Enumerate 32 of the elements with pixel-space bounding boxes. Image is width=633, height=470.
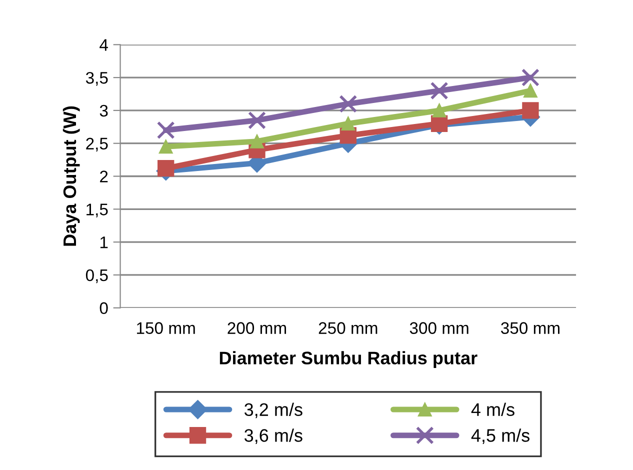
y-tick-label: 0,5 bbox=[86, 269, 108, 284]
point bbox=[522, 102, 539, 119]
point bbox=[432, 104, 446, 118]
point bbox=[430, 82, 448, 100]
point bbox=[248, 111, 266, 130]
y-tick-label: 0 bbox=[100, 302, 108, 314]
x-tick-label: 300 mm bbox=[410, 322, 468, 334]
point bbox=[250, 134, 264, 148]
x-tick-label: 150 mm bbox=[137, 322, 195, 334]
point bbox=[521, 68, 540, 87]
point bbox=[339, 94, 358, 113]
y-tick-label: 3,5 bbox=[86, 72, 108, 86]
legend-label: 3,6 m/s bbox=[244, 428, 302, 444]
y-tick-label: 1,5 bbox=[86, 204, 108, 218]
y-tick-label: 1 bbox=[100, 236, 108, 248]
point bbox=[158, 140, 173, 154]
x-tick-label: 200 mm bbox=[228, 322, 286, 334]
y-tick-label: 2,5 bbox=[86, 138, 108, 152]
y-axis-title: Daya Output (W) bbox=[62, 106, 80, 246]
point bbox=[158, 160, 174, 177]
point bbox=[341, 116, 356, 131]
legend-label: 4 m/s bbox=[471, 402, 514, 416]
point bbox=[524, 84, 538, 98]
legend-label: 4,5 m/s bbox=[471, 428, 530, 444]
x-axis-title: Diameter Sumbu Radius putar bbox=[220, 351, 478, 368]
y-tick-label: 2 bbox=[100, 170, 108, 182]
x-tick-label: 350 mm bbox=[500, 322, 560, 334]
y-tick-label: 3 bbox=[100, 104, 108, 117]
legend-label: 3,2 m/s bbox=[244, 402, 302, 418]
x-tick-label: 250 mm bbox=[318, 322, 378, 334]
y-tick-label: 4 bbox=[100, 39, 108, 51]
point bbox=[156, 121, 175, 140]
